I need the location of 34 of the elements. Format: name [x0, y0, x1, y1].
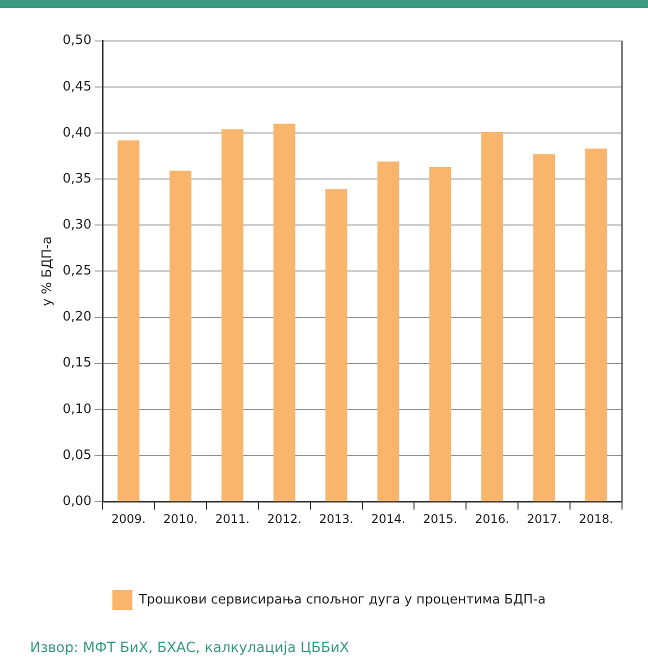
x-tick-label: 2016. — [474, 512, 510, 526]
y-axis-title: у % БДП-а — [40, 236, 56, 306]
x-tick-label: 2018. — [578, 512, 614, 526]
text: Извор: МФТ БиХ, БХАС, калкулација ЦББиХ — [30, 640, 350, 656]
y-tick-label: 0,10 — [62, 402, 92, 417]
y-tick-label: 0,25 — [62, 264, 92, 279]
x-tick-label: 2011. — [215, 512, 250, 526]
y-tick-label: 0,15 — [62, 356, 92, 371]
y-tick-label: 0,35 — [62, 171, 92, 186]
bar — [533, 154, 555, 502]
y-tick-label: 0,45 — [62, 79, 92, 94]
y-tick-label: 0,40 — [62, 125, 92, 140]
legend-label: Трошкови сервисирања спољног дуга у процентима БДП-а — [138, 592, 546, 608]
y-tick-label: 0,50 — [62, 33, 92, 48]
bar — [585, 148, 607, 502]
bar — [170, 170, 192, 502]
y-tick-label: 0,20 — [62, 310, 92, 325]
x-tick-label: 2013. — [319, 512, 354, 526]
bar — [273, 124, 296, 502]
x-tick-label: 2015. — [423, 512, 458, 526]
bar — [325, 189, 348, 502]
y-tick-label: 0,30 — [62, 217, 92, 232]
bar — [377, 162, 400, 502]
x-tick-label: 2014. — [371, 512, 406, 526]
bar — [481, 132, 504, 502]
bar — [429, 167, 452, 502]
x-tick-label: 2010. — [163, 512, 198, 526]
bar — [118, 140, 140, 502]
y-tick-label: 0,00 — [62, 494, 92, 509]
x-tick-label: 2009. — [111, 512, 146, 526]
x-tick-label: 2012. — [267, 512, 302, 526]
x-tick-label: 2017. — [526, 512, 562, 526]
bar — [222, 129, 244, 502]
y-tick-label: 0,05 — [62, 448, 92, 463]
